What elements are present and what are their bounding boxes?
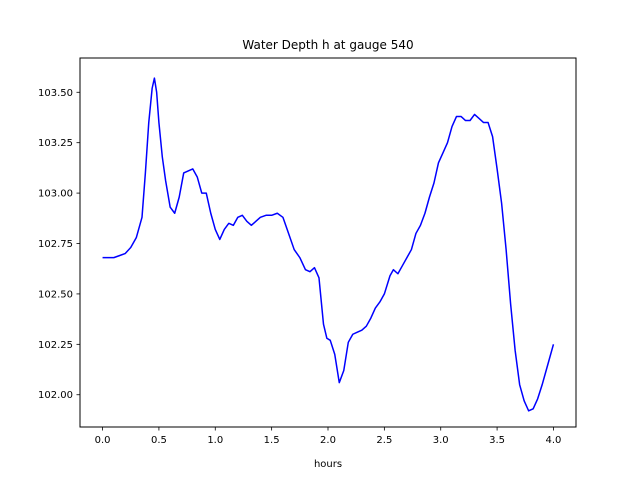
x-tick-label: 1.0	[207, 435, 223, 446]
x-tick-label: 2.5	[376, 435, 392, 446]
y-axis-ticks: 102.00 102.25 102.50 102.75 103.00 103.25 103.…	[38, 88, 80, 401]
chart-title: Water Depth h at gauge 540	[242, 38, 413, 52]
x-tick-label: 2.0	[320, 435, 336, 446]
y-tick-label: 103.25	[38, 138, 73, 149]
x-tick-label: 0.0	[95, 435, 111, 446]
y-tick-label: 102.75	[38, 239, 73, 250]
y-tick-label: 103.50	[38, 88, 73, 99]
series-line-0	[102, 77, 555, 412]
x-tick-label: 4.0	[546, 435, 562, 446]
y-tick-label: 103.00	[38, 189, 73, 200]
x-tick-label: 3.0	[433, 435, 449, 446]
y-tick-label: 102.25	[38, 340, 73, 351]
y-tick-label: 102.50	[38, 289, 73, 300]
x-axis-ticks: 0.0 0.5 1.0 1.5 2.0 2.5 3.0 3.5 4.0	[95, 427, 562, 446]
x-tick-label: 1.5	[264, 435, 280, 446]
x-axis-title: hours	[314, 459, 342, 470]
plot-frame	[79, 57, 577, 428]
y-tick-label: 102.00	[38, 390, 73, 401]
x-tick-label: 3.5	[489, 435, 505, 446]
x-tick-label: 0.5	[151, 435, 167, 446]
plot-area	[102, 77, 555, 412]
